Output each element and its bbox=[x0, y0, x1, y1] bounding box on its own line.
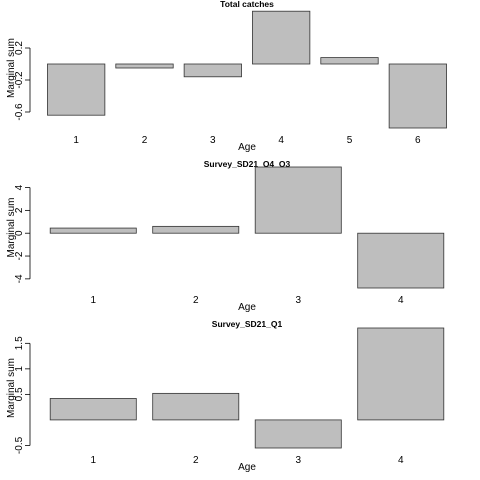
bar bbox=[183, 63, 242, 78]
bar bbox=[388, 63, 447, 129]
chart-title: Total catches bbox=[220, 0, 274, 9]
x-tick-label: 4 bbox=[398, 455, 404, 466]
x-tick-label: 1 bbox=[73, 135, 79, 146]
y-tick-label: -0.5 bbox=[14, 436, 25, 454]
bar bbox=[320, 57, 379, 65]
x-axis-label: Age bbox=[238, 302, 256, 313]
x-tick-label: 6 bbox=[415, 135, 421, 146]
chart-title: Survey_SD21_Q4_Q3 bbox=[204, 159, 291, 169]
bar bbox=[152, 225, 240, 234]
x-tick-label: 3 bbox=[295, 455, 301, 466]
bar bbox=[252, 10, 311, 65]
bar bbox=[115, 63, 174, 69]
y-axis-label: Marginal sum bbox=[6, 358, 17, 418]
y-tick-label: 1.5 bbox=[14, 336, 25, 350]
bar bbox=[254, 419, 342, 449]
y-tick-label: 1 bbox=[14, 366, 25, 372]
bar bbox=[47, 63, 106, 116]
y-tick-label: -0.2 bbox=[14, 71, 25, 89]
x-tick-label: 5 bbox=[347, 135, 353, 146]
x-axis-label: Age bbox=[238, 142, 256, 153]
y-tick-label: 0 bbox=[14, 230, 25, 236]
bar bbox=[254, 166, 342, 234]
x-tick-label: 1 bbox=[90, 455, 96, 466]
x-tick-label: 2 bbox=[142, 135, 148, 146]
bar bbox=[357, 327, 445, 421]
y-tick-label: 0.5 bbox=[14, 387, 25, 401]
y-tick-label: 0.2 bbox=[14, 41, 25, 55]
y-axis-label: Marginal sum bbox=[6, 197, 17, 257]
x-tick-label: 2 bbox=[193, 455, 199, 466]
x-tick-label: 1 bbox=[90, 295, 96, 306]
x-tick-label: 4 bbox=[398, 295, 404, 306]
x-tick-label: 2 bbox=[193, 295, 199, 306]
bar bbox=[49, 227, 137, 234]
x-tick-label: 3 bbox=[295, 295, 301, 306]
x-tick-label: 4 bbox=[278, 135, 284, 146]
chart-title: Survey_SD21_Q1 bbox=[212, 319, 283, 329]
y-tick-label: -4 bbox=[14, 274, 25, 283]
bar bbox=[49, 398, 137, 421]
y-axis-label: Marginal sum bbox=[6, 38, 17, 98]
bar bbox=[152, 392, 240, 421]
x-axis-label: Age bbox=[238, 462, 256, 473]
y-tick-label: 4 bbox=[14, 184, 25, 190]
x-tick-label: 3 bbox=[210, 135, 216, 146]
y-tick-label: -0.6 bbox=[14, 103, 25, 121]
bar bbox=[357, 232, 445, 289]
y-tick-label: -2 bbox=[14, 251, 25, 260]
y-tick-label: 2 bbox=[14, 207, 25, 213]
